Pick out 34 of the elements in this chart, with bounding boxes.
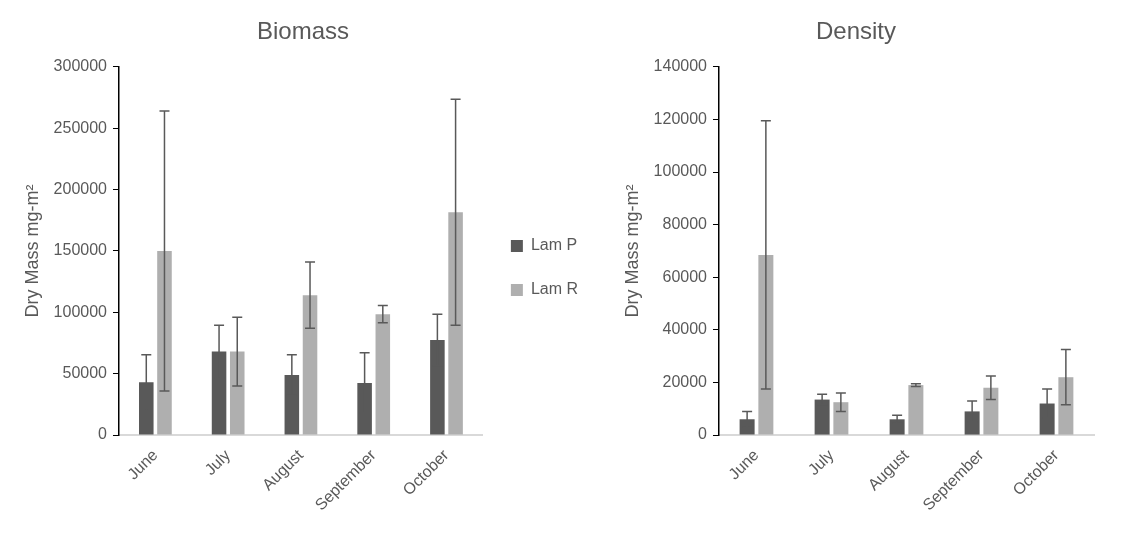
y-tick-label: 300000 [53,57,108,75]
bar [229,351,245,435]
bar [448,212,463,435]
y-tick-label: 80000 [662,215,708,233]
y-tick-label: 0 [98,425,108,443]
bar [157,250,172,435]
y-tick-label: 50000 [62,364,108,382]
bar [983,387,999,435]
legend-label: Lam P [530,236,578,254]
y-tick-label: 60000 [662,267,708,285]
y-tick-label: 40000 [662,320,708,338]
chart-title: Biomass [256,17,350,45]
y-tick-label: 200000 [53,179,108,197]
bar [375,314,391,435]
bar [1058,377,1074,435]
bar [302,295,318,435]
y-tick-label: 140000 [653,57,708,75]
y-tick-label: 120000 [653,109,708,127]
bar [758,254,774,435]
y-tick-label: 100000 [653,162,708,180]
bar [833,402,849,435]
legend-label: Lam R [530,280,578,298]
bar [908,385,924,435]
y-tick-label: 20000 [662,372,708,390]
y-tick-label: 150000 [53,241,108,259]
y-tick-label: 0 [698,425,708,443]
x-tick-label: July [804,446,837,479]
y-tick-label: 100000 [53,302,108,320]
x-tick-label: July [201,446,234,479]
y-axis-title: Dry Mass mg-m² [621,184,642,318]
y-tick-label: 250000 [53,118,108,136]
y-axis-title: Dry Mass mg-m² [21,184,42,318]
bar [889,419,905,435]
chart-title: Density [815,17,897,45]
